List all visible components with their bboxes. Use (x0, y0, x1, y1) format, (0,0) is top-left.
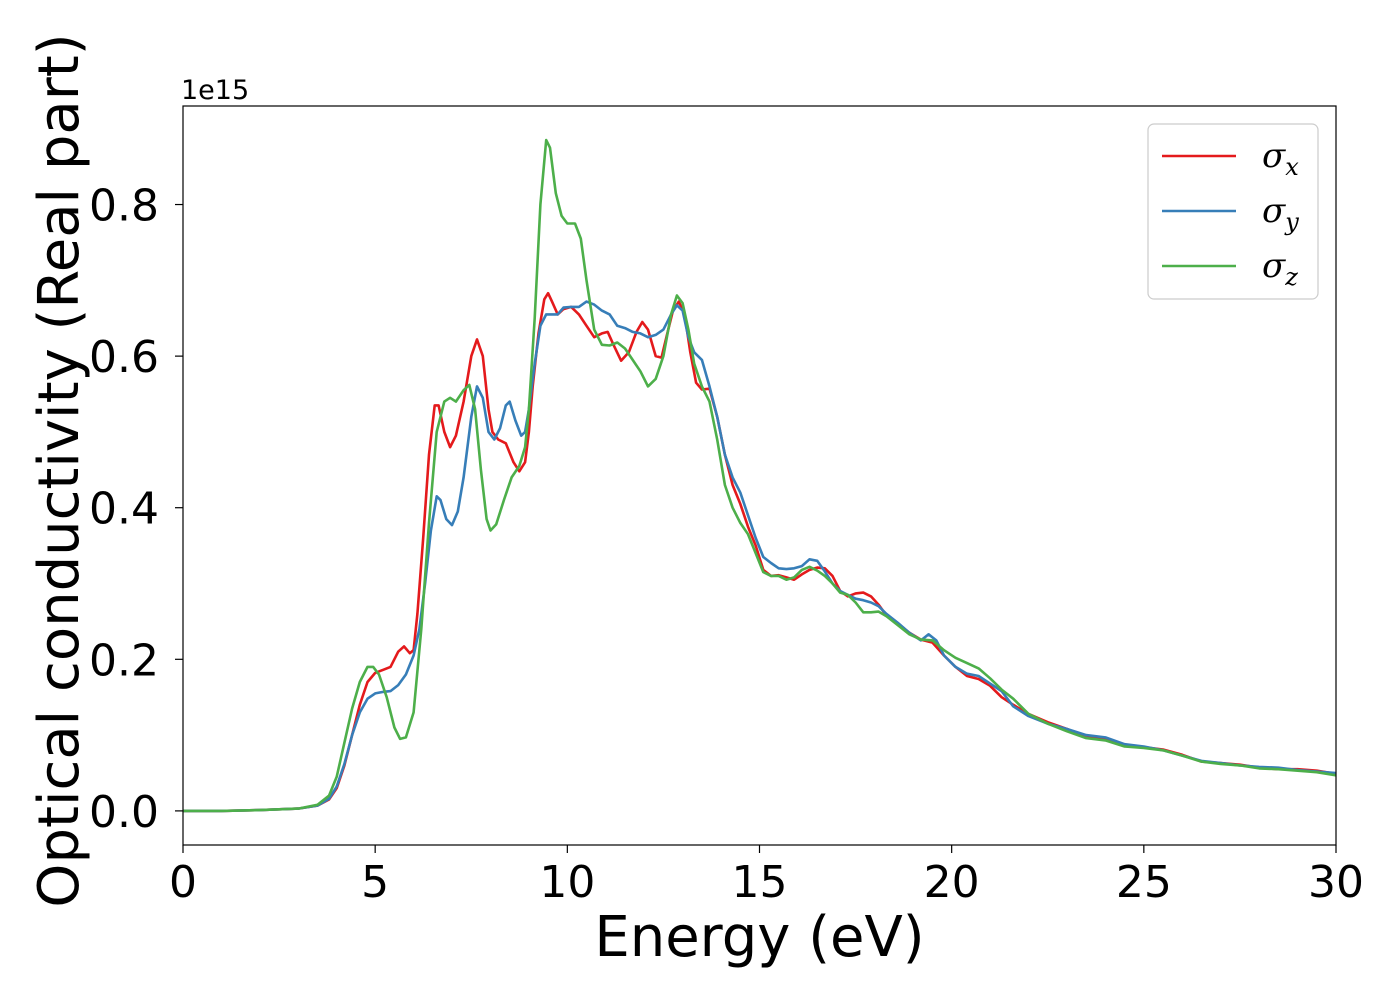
series-layer (183, 138, 1336, 813)
legend-label-y: σy (1262, 191, 1299, 236)
y-tick-label: 0.8 (89, 181, 159, 232)
y-tick-label: 0.6 (89, 332, 159, 383)
legend-label-z: σz (1262, 246, 1298, 291)
series-line-x (183, 291, 1336, 813)
x-tick-label: 20 (924, 857, 980, 908)
x-tick-label: 15 (732, 857, 788, 908)
series-line-y (183, 300, 1336, 813)
legend: σx σy σz (1147, 123, 1319, 300)
x-tick-label: 0 (169, 857, 197, 908)
x-axis-title: Energy (eV) (594, 905, 924, 970)
x-tick-label: 25 (1116, 857, 1172, 908)
legend-label-x: σx (1262, 136, 1299, 181)
x-axis: 0 5 10 15 20 25 30 (169, 845, 1364, 908)
x-tick-label: 30 (1308, 857, 1364, 908)
y-tick-label: 0.4 (89, 484, 159, 535)
x-tick-label: 10 (539, 857, 595, 908)
x-tick-label: 5 (361, 857, 389, 908)
series-line-z (183, 138, 1336, 813)
y-offset-label: 1e15 (181, 75, 249, 106)
y-axis: 0.0 0.2 0.4 0.6 0.8 (89, 181, 183, 838)
y-tick-label: 0.0 (89, 787, 159, 838)
y-tick-label: 0.2 (89, 635, 159, 686)
y-axis-title: Optical conductivity (Real part) (27, 33, 92, 907)
